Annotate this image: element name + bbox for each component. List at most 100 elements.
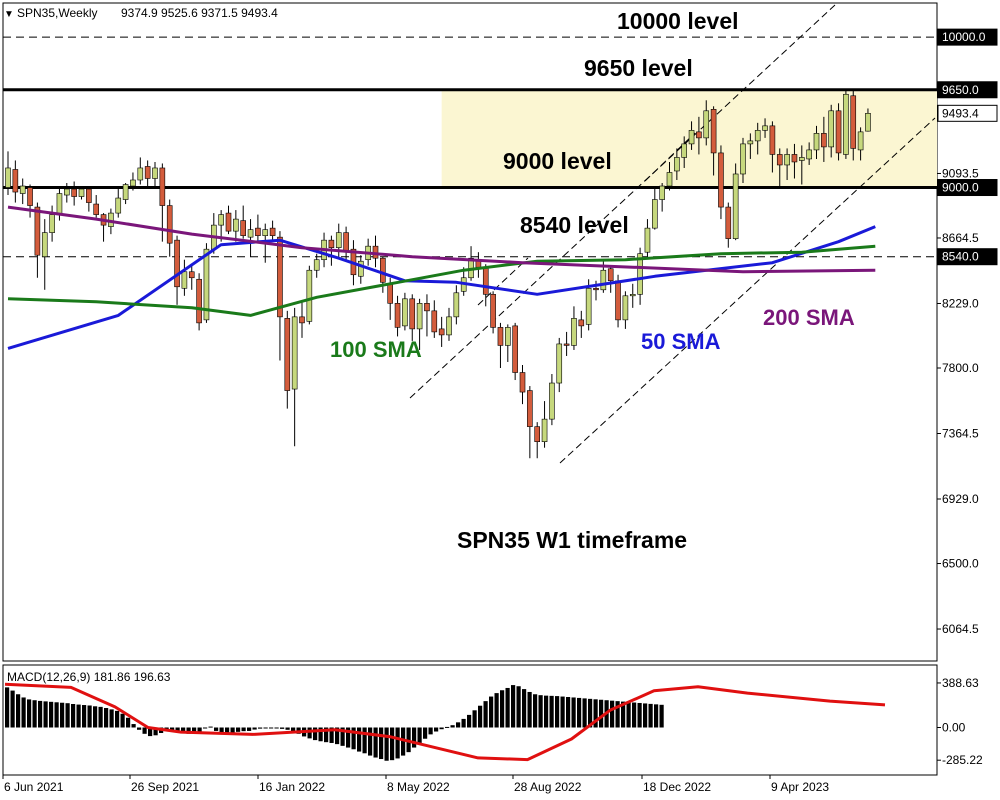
candle xyxy=(688,121,695,150)
candle xyxy=(629,283,636,308)
time-tick-label: 9 Apr 2023 xyxy=(771,780,829,794)
candle-body xyxy=(431,310,438,333)
macd-histogram-bar xyxy=(544,695,549,728)
collapse-marker[interactable]: ▼ xyxy=(4,9,14,20)
macd-histogram-bar xyxy=(225,727,230,735)
candle-body xyxy=(299,316,305,324)
macd-histogram-bar xyxy=(500,690,505,728)
macd-histogram-bar xyxy=(511,685,516,728)
price-tick-label: 10000.0 xyxy=(942,30,986,44)
candle xyxy=(64,183,70,203)
candle-body xyxy=(343,232,349,251)
candle xyxy=(416,298,423,350)
price-tick-label: 8540.0 xyxy=(942,250,979,264)
price-label-box xyxy=(937,179,998,197)
macd-histogram-bar xyxy=(428,727,433,735)
candle-body xyxy=(93,203,99,215)
candle xyxy=(27,184,33,218)
price-tick-label: 8229.0 xyxy=(942,296,979,310)
annotation-9650-level: 9650 level xyxy=(584,55,693,81)
candle xyxy=(233,210,239,242)
candle xyxy=(174,235,180,305)
candle-body xyxy=(357,260,364,277)
candle-body xyxy=(277,236,283,318)
macd-histogram-bar xyxy=(362,727,367,754)
macd-histogram-bar xyxy=(560,696,565,728)
candle xyxy=(527,386,533,459)
macd-histogram-bar xyxy=(401,727,406,756)
candle-body xyxy=(416,303,423,330)
candle xyxy=(41,219,48,290)
candle xyxy=(607,265,614,293)
macd-histogram-bar xyxy=(120,713,125,728)
macd-histogram-bar xyxy=(654,704,659,728)
macd-histogram-bar xyxy=(137,727,142,730)
macd-histogram-bar xyxy=(555,696,560,728)
candle xyxy=(130,172,136,191)
macd-histogram-bar xyxy=(593,699,598,728)
candle-body xyxy=(144,166,151,179)
macd-histogram-bar xyxy=(175,727,180,732)
candle xyxy=(556,337,563,393)
price-label-box xyxy=(937,81,998,99)
candle xyxy=(710,106,717,176)
macd-histogram-bar xyxy=(329,727,334,743)
macd-histogram-bar xyxy=(43,701,48,728)
candle-body xyxy=(666,172,673,187)
candle-body xyxy=(674,157,680,172)
candle xyxy=(725,202,732,248)
macd-histogram-bar xyxy=(82,705,87,728)
candle-body xyxy=(865,113,871,132)
candle-body xyxy=(556,343,563,384)
candle xyxy=(394,295,401,337)
macd-histogram-bar xyxy=(489,696,494,728)
candle-body xyxy=(218,214,224,226)
candle-body xyxy=(828,110,835,148)
macd-tick-label: 0.00 xyxy=(942,721,966,735)
macd-histogram-bar xyxy=(533,694,538,728)
candle-body xyxy=(659,185,665,200)
macd-histogram-bar xyxy=(27,699,32,728)
macd-histogram-bar xyxy=(148,727,153,737)
candle-body xyxy=(27,187,33,206)
candle xyxy=(563,331,570,356)
candle xyxy=(306,265,313,325)
candle xyxy=(541,401,548,448)
macd-histogram-bar xyxy=(417,727,422,744)
candle-body xyxy=(12,169,19,193)
price-label-box xyxy=(937,104,998,122)
candle-body xyxy=(394,303,401,328)
moving-averages xyxy=(7,205,876,350)
candle-body xyxy=(453,292,460,318)
candle-body xyxy=(5,167,11,188)
price-tick-label: 7364.5 xyxy=(942,427,979,441)
candle-body xyxy=(578,319,585,327)
macd-histogram-bar xyxy=(527,691,532,728)
candle xyxy=(813,125,820,159)
candle-body xyxy=(313,259,320,271)
candle xyxy=(93,195,99,218)
macd-histogram-bar xyxy=(21,697,26,728)
candle xyxy=(821,116,827,162)
candle xyxy=(166,199,173,257)
price-tick-label: 7800.0 xyxy=(942,361,979,375)
candle-body xyxy=(835,110,842,154)
candle xyxy=(865,108,871,132)
macd-histogram-bar xyxy=(170,727,175,731)
candle xyxy=(504,324,511,362)
candle-body xyxy=(821,133,827,148)
time-tick-label: 6 Jun 2021 xyxy=(4,780,64,794)
candle xyxy=(115,189,122,218)
candle xyxy=(703,100,710,146)
candle-body xyxy=(504,327,511,346)
macd-histogram-bar xyxy=(87,705,92,728)
price-label-box xyxy=(937,28,998,46)
annotation-9000-level: 9000 level xyxy=(503,148,612,174)
price-tick-label: 6500.0 xyxy=(942,557,979,571)
candle xyxy=(431,300,438,338)
macd-histogram-bar xyxy=(269,727,274,729)
macd-histogram-bar xyxy=(38,700,43,728)
macd-histogram-bar xyxy=(340,727,345,746)
